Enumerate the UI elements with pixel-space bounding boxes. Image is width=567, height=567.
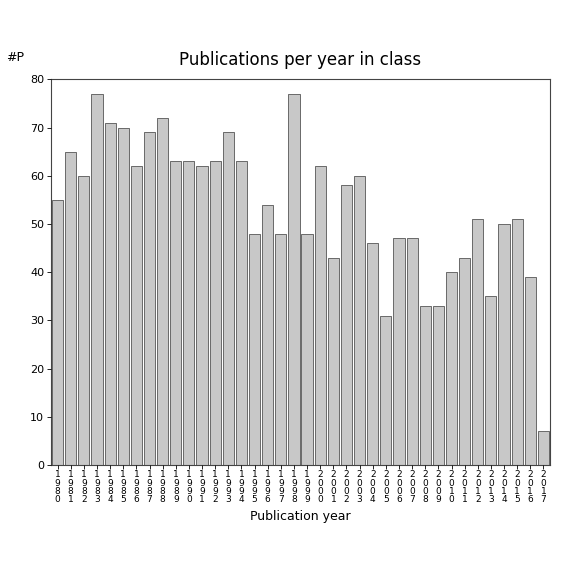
Bar [183, 161, 194, 465]
Bar [407, 238, 418, 465]
Bar [315, 166, 326, 465]
Bar [131, 166, 142, 465]
Bar [196, 166, 208, 465]
Bar [78, 176, 90, 465]
Text: #P: #P [6, 51, 24, 64]
Bar [511, 219, 523, 465]
Bar [341, 185, 352, 465]
Bar [433, 306, 444, 465]
Bar [367, 243, 378, 465]
Bar [472, 219, 483, 465]
Bar [144, 132, 155, 465]
Bar [538, 431, 549, 465]
Bar [65, 151, 77, 465]
Bar [498, 224, 510, 465]
Bar [354, 176, 365, 465]
Bar [302, 234, 312, 465]
Bar [104, 122, 116, 465]
Bar [524, 277, 536, 465]
Bar [380, 315, 391, 465]
Bar [485, 296, 497, 465]
Bar [249, 234, 260, 465]
Bar [393, 238, 405, 465]
Bar [223, 132, 234, 465]
Bar [446, 272, 457, 465]
X-axis label: Publication year: Publication year [250, 510, 351, 523]
Bar [157, 118, 168, 465]
Title: Publications per year in class: Publications per year in class [179, 52, 422, 70]
Bar [91, 94, 103, 465]
Bar [275, 234, 286, 465]
Bar [236, 161, 247, 465]
Bar [118, 128, 129, 465]
Bar [210, 161, 221, 465]
Bar [52, 200, 63, 465]
Bar [170, 161, 181, 465]
Bar [262, 205, 273, 465]
Bar [289, 94, 299, 465]
Bar [420, 306, 431, 465]
Bar [459, 257, 470, 465]
Bar [328, 257, 339, 465]
